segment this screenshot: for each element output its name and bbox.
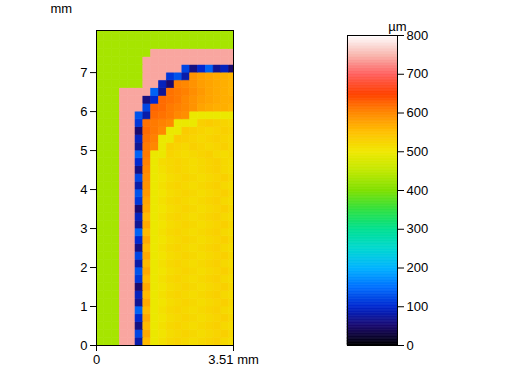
svg-text:4: 4 <box>80 182 87 197</box>
svg-text:7: 7 <box>80 65 87 80</box>
svg-text:500: 500 <box>407 144 429 159</box>
svg-text:700: 700 <box>407 66 429 81</box>
svg-text:0: 0 <box>407 338 414 353</box>
svg-text:400: 400 <box>407 183 429 198</box>
svg-text:5: 5 <box>80 143 87 158</box>
svg-text:200: 200 <box>407 260 429 275</box>
svg-text:0: 0 <box>80 338 87 353</box>
svg-text:1: 1 <box>80 299 87 314</box>
svg-text:2: 2 <box>80 260 87 275</box>
svg-text:800: 800 <box>407 28 429 43</box>
svg-text:3: 3 <box>80 221 87 236</box>
svg-text:3.51 mm: 3.51 mm <box>208 352 259 367</box>
svg-text:300: 300 <box>407 221 429 236</box>
svg-text:6: 6 <box>80 104 87 119</box>
svg-text:100: 100 <box>407 299 429 314</box>
svg-text:600: 600 <box>407 105 429 120</box>
svg-text:µm: µm <box>388 19 406 34</box>
svg-text:0: 0 <box>93 352 100 367</box>
svg-text:mm: mm <box>51 1 73 16</box>
